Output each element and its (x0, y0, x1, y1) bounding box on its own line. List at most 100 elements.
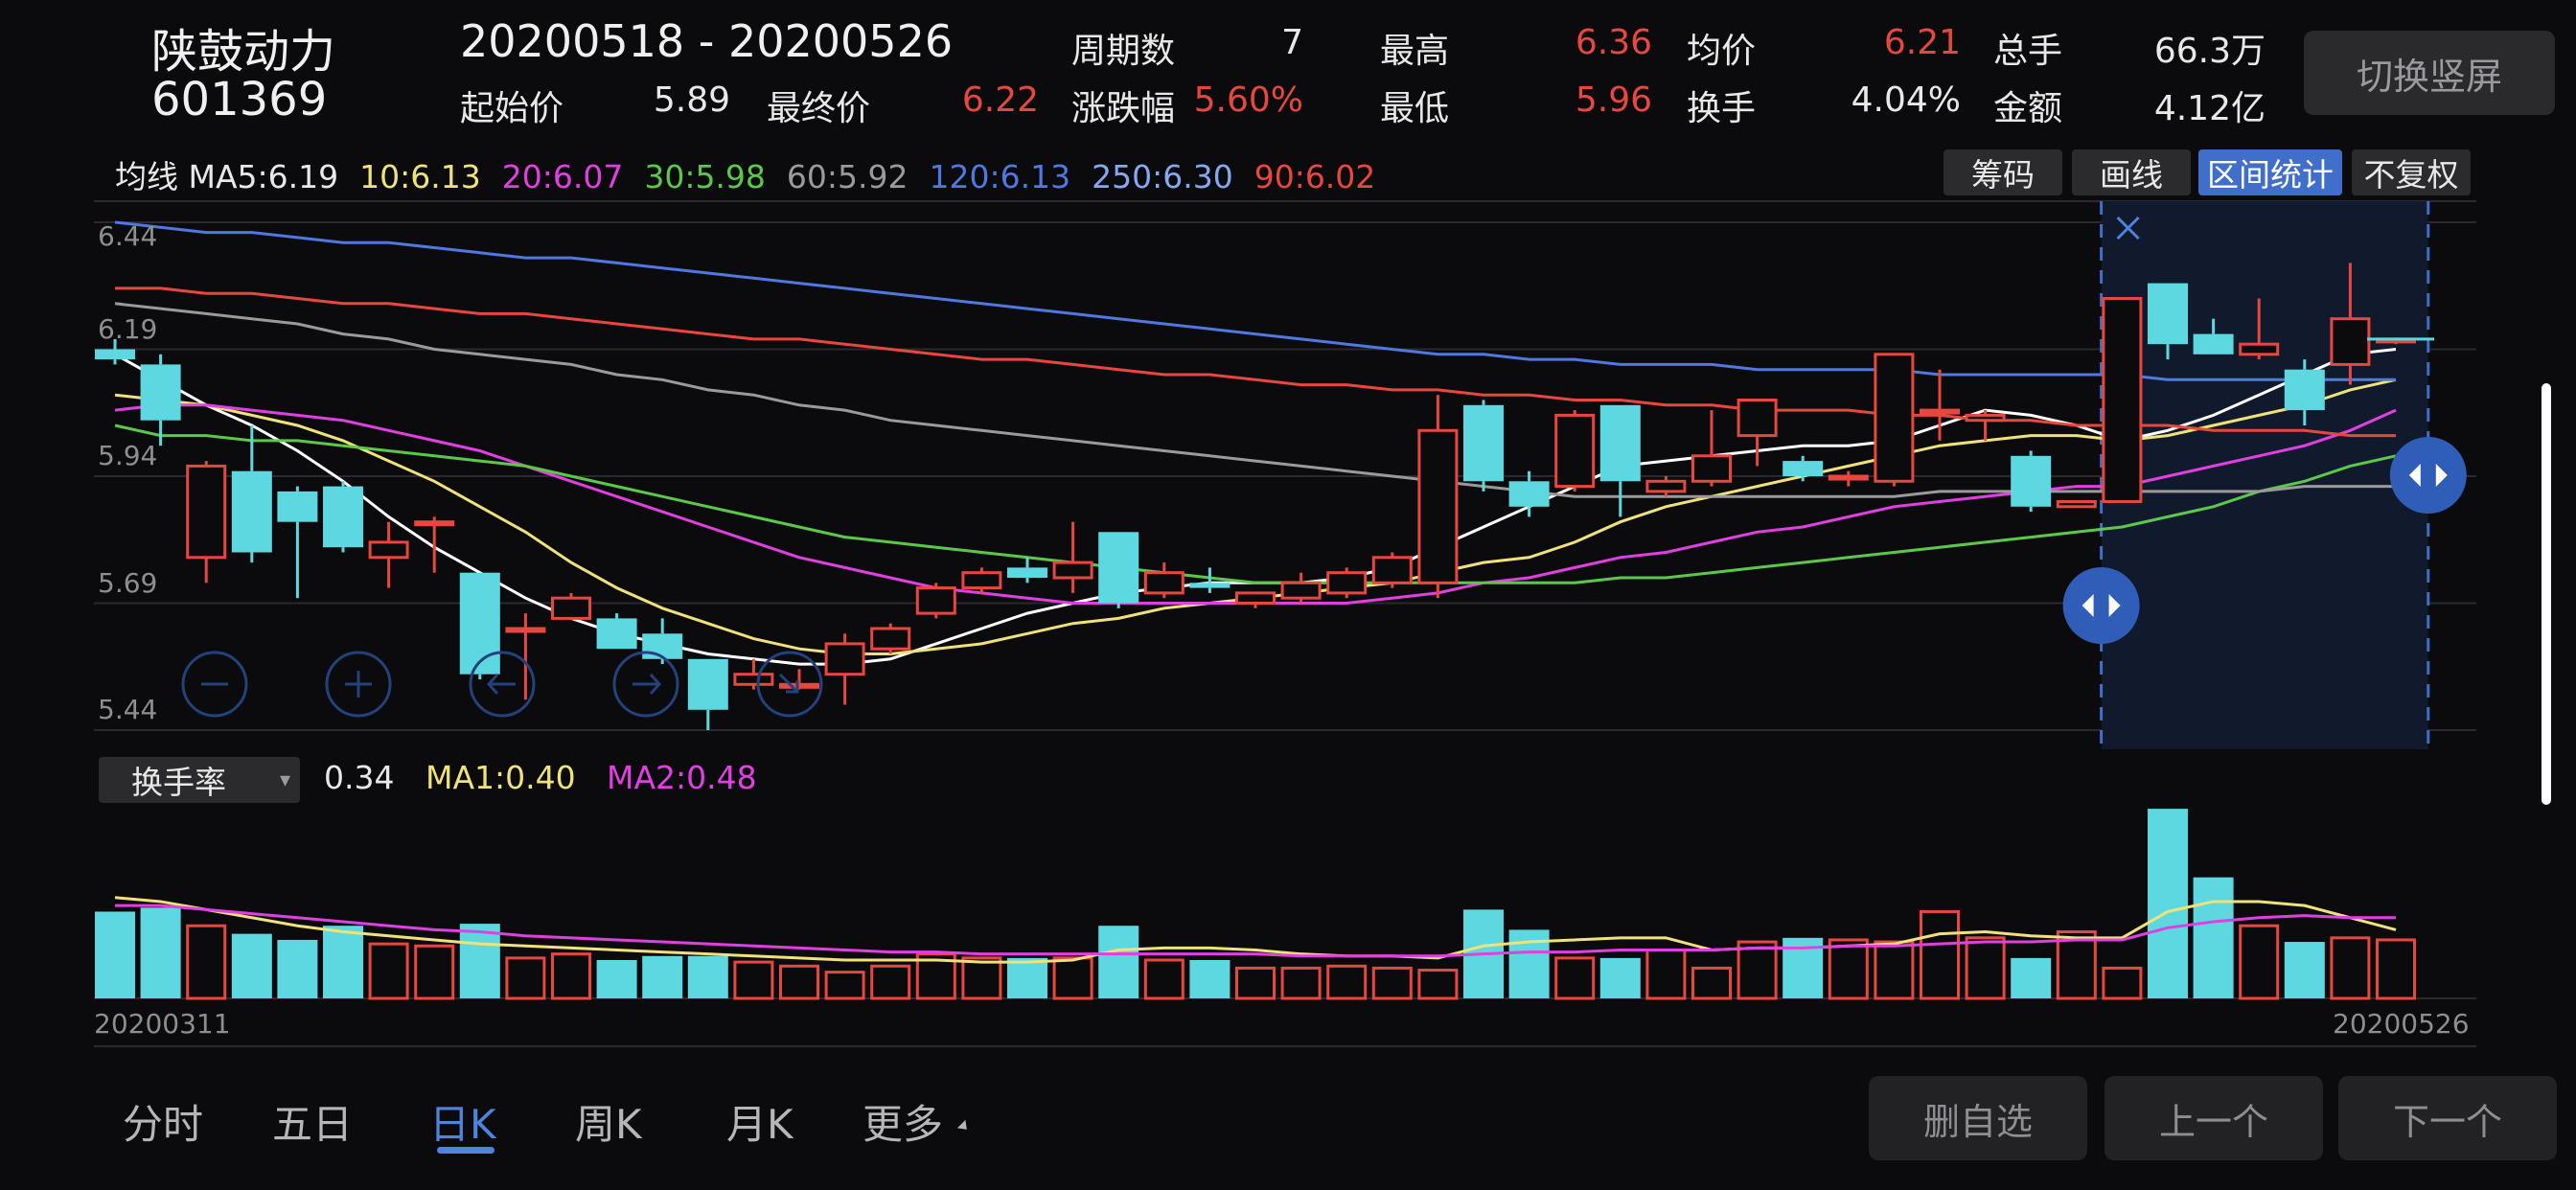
candle (2330, 263, 2371, 385)
turnover-bar (2239, 924, 2280, 1000)
turnover-bar (1007, 957, 1047, 998)
switch-portrait-button[interactable]: 切换竖屏 (2304, 31, 2555, 115)
turnover-bar (2102, 966, 2143, 1000)
turnover-bar (2193, 877, 2234, 998)
candle (733, 658, 774, 690)
y-tick-label: 6.19 (98, 312, 158, 345)
y-tick-label: 6.44 (98, 220, 158, 252)
draw-line-button[interactable]: 画线 (2072, 149, 2191, 195)
candle (1554, 410, 1596, 492)
turnover-bar (1645, 948, 1687, 1000)
stat-value: 6.36 (1575, 23, 1652, 62)
candle (1920, 369, 1960, 441)
tab-item[interactable]: 更多 (862, 1101, 944, 1148)
candle (1782, 455, 1824, 482)
stat-label: 周期数 (1071, 32, 1176, 71)
turnover-bar (1554, 956, 1596, 1000)
zoom-in-icon[interactable] (325, 651, 392, 718)
candle (2239, 298, 2280, 360)
candle (1645, 476, 1687, 497)
candle (2056, 500, 2097, 509)
candle (1143, 562, 1184, 599)
scroll-right-icon[interactable] (612, 651, 679, 718)
turnover-ma-ma2 (115, 904, 2396, 958)
ma-legend-item: 120:6.13 (929, 158, 1071, 195)
tab-item[interactable]: 分时 (123, 1101, 204, 1148)
turnover-bar (1828, 938, 1869, 1000)
stat-value: 4.12亿 (2153, 89, 2266, 128)
range-start-handle[interactable] (2062, 567, 2140, 644)
scroll-left-icon[interactable] (469, 651, 536, 718)
candle (1828, 470, 1869, 487)
candle (961, 567, 1002, 593)
candle (1052, 521, 1093, 593)
candle (277, 486, 318, 599)
candle (1417, 395, 1459, 599)
scroll-latest-icon[interactable] (756, 651, 823, 718)
stat-value: 5.60% (1193, 80, 1303, 120)
tab-item[interactable]: 月K (726, 1101, 794, 1148)
turnover-bar (596, 960, 637, 998)
turnover-bar (1417, 969, 1459, 1000)
candle (1098, 532, 1139, 608)
turnover-bar (186, 924, 227, 1000)
ma-legend-item: 30:5.98 (644, 158, 766, 195)
turnover-bar (1098, 926, 1139, 998)
turnover-bar (1052, 956, 1093, 1000)
range-stats-button[interactable]: 区间统计 (2198, 149, 2342, 195)
chips-button[interactable]: 筹码 (1944, 149, 2062, 195)
tab-item[interactable]: 日K (429, 1101, 496, 1148)
zoom-out-icon[interactable] (181, 651, 248, 718)
ma-legend-item: 90:6.02 (1254, 158, 1376, 195)
tab-item[interactable]: 周K (575, 1101, 642, 1148)
turnover-bar (1920, 909, 1960, 1000)
stat-value: 5.89 (653, 80, 730, 120)
candle (551, 592, 591, 620)
scrollbar[interactable] (2542, 383, 2551, 805)
candle (2284, 359, 2325, 425)
turnover-bar (1599, 957, 1641, 998)
candle (2193, 318, 2234, 355)
candle (95, 338, 135, 365)
stat-label: 总手 (1993, 32, 2063, 71)
turnover-bar (870, 964, 911, 1000)
prev-stock-button[interactable]: 上一个 (2104, 1076, 2323, 1160)
candle (231, 425, 272, 563)
stat-value: 66.3万 (2153, 32, 2266, 71)
indicator-selector[interactable]: 换手率 ▾ (99, 757, 300, 803)
ma-legend-item: 250:6.30 (1092, 158, 1233, 195)
turnover-bar (95, 911, 135, 998)
tab-item[interactable]: 五日 (272, 1101, 354, 1148)
candle (1280, 572, 1322, 604)
turnover-bar (2330, 936, 2371, 1000)
delete-watchlist-button[interactable]: 删自选 (1869, 1076, 2087, 1160)
turnover-bar (687, 955, 728, 998)
ma-legend-item: 10:6.13 (359, 158, 481, 195)
ma-legend-item: 60:5.92 (786, 158, 908, 195)
turnover-bar (824, 971, 865, 1000)
turnover-bar (323, 926, 363, 998)
candle (1508, 470, 1550, 517)
range-end-handle[interactable] (2389, 437, 2467, 514)
candle (779, 669, 819, 690)
candle (596, 613, 637, 650)
turnover-bar (1691, 966, 1732, 1000)
close-range-icon[interactable] (2116, 216, 2140, 240)
stat-value: 7 (1281, 23, 1303, 62)
turnover-bar (2376, 938, 2416, 1000)
candle (642, 618, 683, 665)
turnover-bar (2284, 942, 2325, 998)
next-stock-button[interactable]: 下一个 (2338, 1076, 2557, 1160)
ma-legend: 均线 MA5:6.19 10:6.13 20:6.07 30:5.98 60:5.92 1… (115, 151, 1396, 197)
turnover-bar (1874, 940, 1915, 1000)
dropdown-caret-icon: ▾ (279, 767, 290, 792)
candle (687, 658, 728, 730)
turnover-bar (1189, 960, 1230, 998)
ma-line-ma90 (115, 286, 2396, 438)
candle (1189, 567, 1230, 593)
candle (2102, 297, 2143, 503)
stat-value: 6.21 (1883, 23, 1961, 62)
no-adjust-button[interactable]: 不复权 (2352, 149, 2471, 195)
candle (323, 481, 363, 553)
